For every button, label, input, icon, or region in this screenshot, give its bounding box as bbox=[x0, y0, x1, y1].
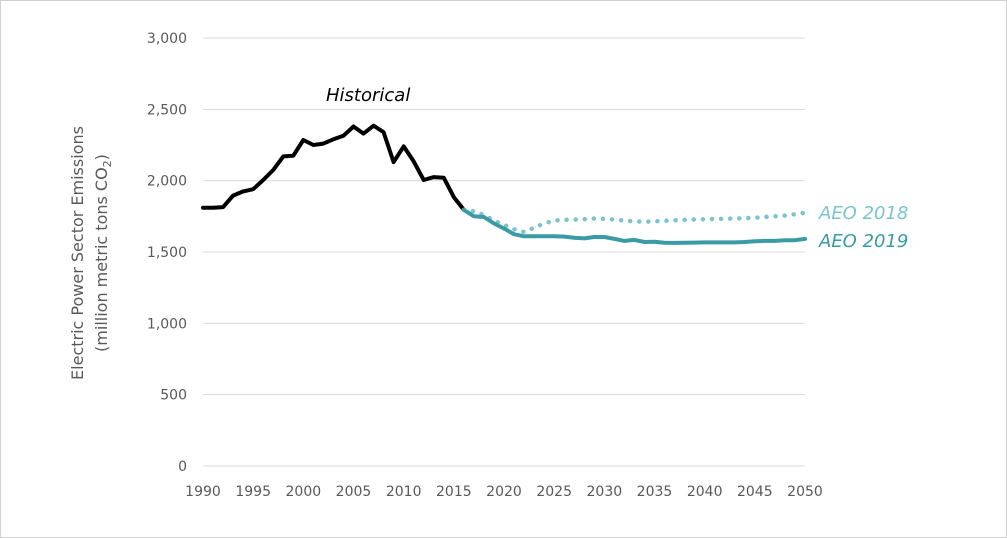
y-axis-title-suffix: ) bbox=[92, 154, 111, 160]
label-aeo-2019: AEO 2019 bbox=[818, 231, 908, 252]
x-tick-label: 2000 bbox=[286, 484, 322, 500]
series-lines bbox=[201, 123, 808, 245]
x-tick-label: 2015 bbox=[436, 484, 472, 500]
x-axis-ticks: 1990 1995 2000 2005 2010 2015 2020 2025 2030 2035… bbox=[185, 484, 823, 500]
y-tick-label: 1,500 bbox=[147, 245, 187, 261]
y-tick-label: 0 bbox=[178, 459, 187, 475]
label-aeo-2018: AEO 2018 bbox=[818, 203, 908, 224]
y-tick-label: 2,500 bbox=[147, 102, 187, 118]
series-line-historical bbox=[201, 123, 466, 212]
y-tick-label: 3,000 bbox=[147, 31, 187, 47]
y-axis-title-line2: (million metric tons CO2) bbox=[92, 154, 114, 352]
x-tick-label: 2025 bbox=[536, 484, 572, 500]
y-axis-title-prefix: (million metric tons CO bbox=[92, 167, 111, 352]
x-tick-label: 2030 bbox=[587, 484, 623, 500]
x-tick-label: 2050 bbox=[787, 484, 823, 500]
x-tick-label: 1995 bbox=[235, 484, 271, 500]
x-tick-label: 2005 bbox=[336, 484, 372, 500]
x-tick-label: 2035 bbox=[637, 484, 673, 500]
y-axis-ticks: 0 500 1,000 1,500 2,000 2,500 3,000 bbox=[147, 31, 187, 475]
x-tick-label: 2040 bbox=[687, 484, 723, 500]
y-tick-label: 2,000 bbox=[147, 174, 187, 190]
y-axis-title-subscript: 2 bbox=[101, 160, 114, 167]
series-line-aeo-2019 bbox=[461, 207, 807, 245]
x-tick-label: 2010 bbox=[386, 484, 422, 500]
gridlines bbox=[203, 37, 805, 396]
x-tick-label: 2045 bbox=[737, 484, 773, 500]
y-tick-label: 500 bbox=[160, 388, 187, 404]
x-tick-label: 1990 bbox=[185, 484, 221, 500]
series-line-aeo-2018 bbox=[461, 207, 808, 235]
label-historical: Historical bbox=[326, 85, 410, 106]
y-tick-label: 1,000 bbox=[147, 316, 187, 332]
x-tick-label: 2020 bbox=[486, 484, 522, 500]
y-axis-title-line1: Electric Power Sector Emissions bbox=[68, 126, 87, 380]
